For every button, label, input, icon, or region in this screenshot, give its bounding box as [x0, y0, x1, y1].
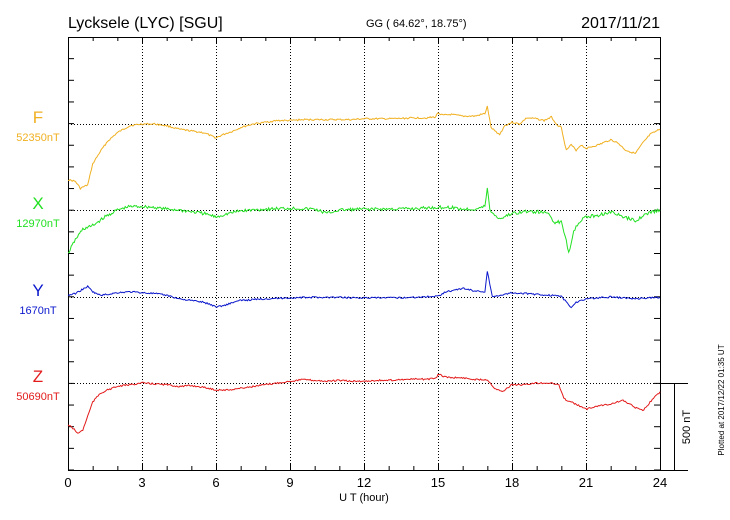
x-tick-labels: 0 3 6 9 12 15 18 21 24 [64, 475, 667, 490]
series-baseline-x: 12970nT [16, 218, 60, 230]
x-tick-label: 24 [653, 475, 667, 490]
plot-date: 2017/11/21 [581, 15, 660, 32]
station-title: Lycksele (LYC) [SGU] [68, 15, 223, 32]
series-line-z [67, 373, 661, 434]
series-name-y: Y [32, 281, 43, 300]
x-tick-label: 18 [505, 475, 519, 490]
series-baseline-z: 50690nT [16, 391, 60, 403]
series-name-f: F [33, 108, 43, 127]
scale-bar: 500 nT [661, 383, 693, 471]
series-name-x: X [32, 194, 43, 213]
series-labels: F 52350nT X 12970nT Y 1670nT Z 50690nT [16, 108, 60, 403]
x-tick-label: 0 [64, 475, 71, 490]
x-tick-label: 6 [212, 475, 219, 490]
series-name-z: Z [33, 367, 43, 386]
x-axis-label: U T (hour) [339, 492, 389, 504]
x-tick-label: 15 [431, 475, 445, 490]
axis-ticks [68, 37, 661, 471]
x-tick-label: 12 [357, 475, 371, 490]
series-line-x [67, 187, 661, 254]
plotted-note: Plotted at 2017/12/22 01:35 UT [717, 344, 726, 455]
x-tick-label: 3 [138, 475, 145, 490]
x-tick-label: 9 [286, 475, 293, 490]
scale-bar-label: 500 nT [681, 410, 693, 445]
series-baseline-f: 52350nT [16, 132, 60, 144]
grid [68, 37, 660, 470]
series-line-f [67, 105, 661, 191]
series-baseline-y: 1670nT [19, 305, 57, 317]
series-group [67, 105, 661, 434]
series-line-y [67, 271, 661, 309]
x-tick-label: 21 [579, 475, 593, 490]
station-coords: GG ( 64.62°, 18.75°) [366, 18, 467, 30]
